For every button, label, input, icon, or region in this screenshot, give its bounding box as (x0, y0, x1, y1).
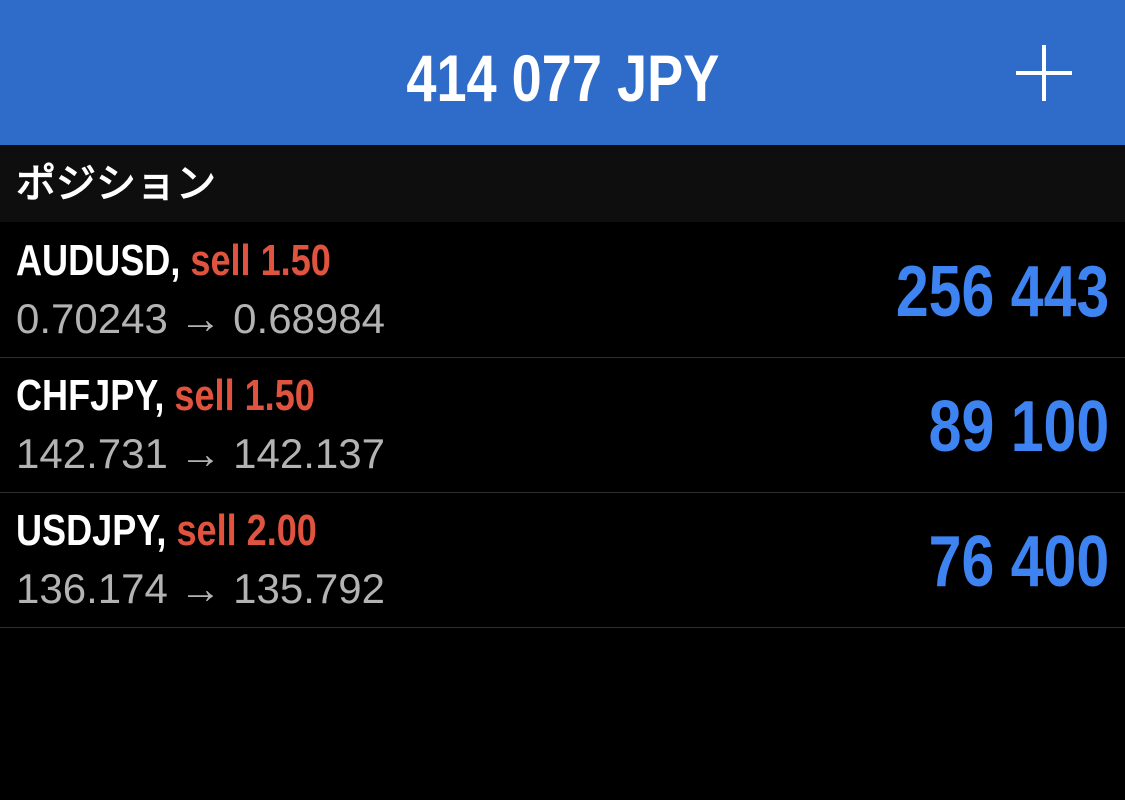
position-row[interactable]: CHFJPY, sell 1.50 142.731 → 142.137 89 1… (0, 357, 1125, 493)
arrow-icon: → (179, 430, 222, 477)
price-line: 0.70243 → 0.68984 (16, 294, 385, 344)
open-price: 0.70243 (16, 295, 168, 342)
plus-icon[interactable] (1016, 45, 1072, 101)
balance-text: 414 077 JPY (406, 41, 719, 115)
current-price: 142.137 (233, 430, 385, 477)
open-price: 142.731 (16, 430, 168, 477)
section-header: ポジション (0, 145, 1125, 222)
profit: 76 400 (928, 522, 1109, 602)
position-row[interactable]: AUDUSD, sell 1.50 0.70243 → 0.68984 256 … (0, 222, 1125, 358)
price-line: 136.174 → 135.792 (16, 564, 385, 614)
account-balance: 414 077 JPY (0, 38, 1125, 118)
position-title: CHFJPY, sell 1.50 (16, 371, 315, 421)
arrow-icon: → (179, 565, 222, 612)
arrow-icon: → (179, 295, 222, 342)
symbol: CHFJPY, (16, 371, 165, 420)
position-title: USDJPY, sell 2.00 (16, 506, 317, 556)
current-price: 0.68984 (233, 295, 385, 342)
side-volume: sell 1.50 (190, 236, 331, 285)
side-volume: sell 1.50 (174, 371, 315, 420)
price-line: 142.731 → 142.137 (16, 429, 385, 479)
profit: 89 100 (928, 387, 1109, 467)
position-row[interactable]: USDJPY, sell 2.00 136.174 → 135.792 76 4… (0, 492, 1125, 628)
open-price: 136.174 (16, 565, 168, 612)
profit: 256 443 (895, 252, 1109, 332)
symbol: USDJPY, (16, 506, 167, 555)
symbol: AUDUSD, (16, 236, 181, 285)
section-title: ポジション (16, 162, 216, 206)
current-price: 135.792 (233, 565, 385, 612)
position-title: AUDUSD, sell 1.50 (16, 236, 331, 286)
header-bar: 414 077 JPY (0, 0, 1125, 145)
side-volume: sell 2.00 (176, 506, 317, 555)
